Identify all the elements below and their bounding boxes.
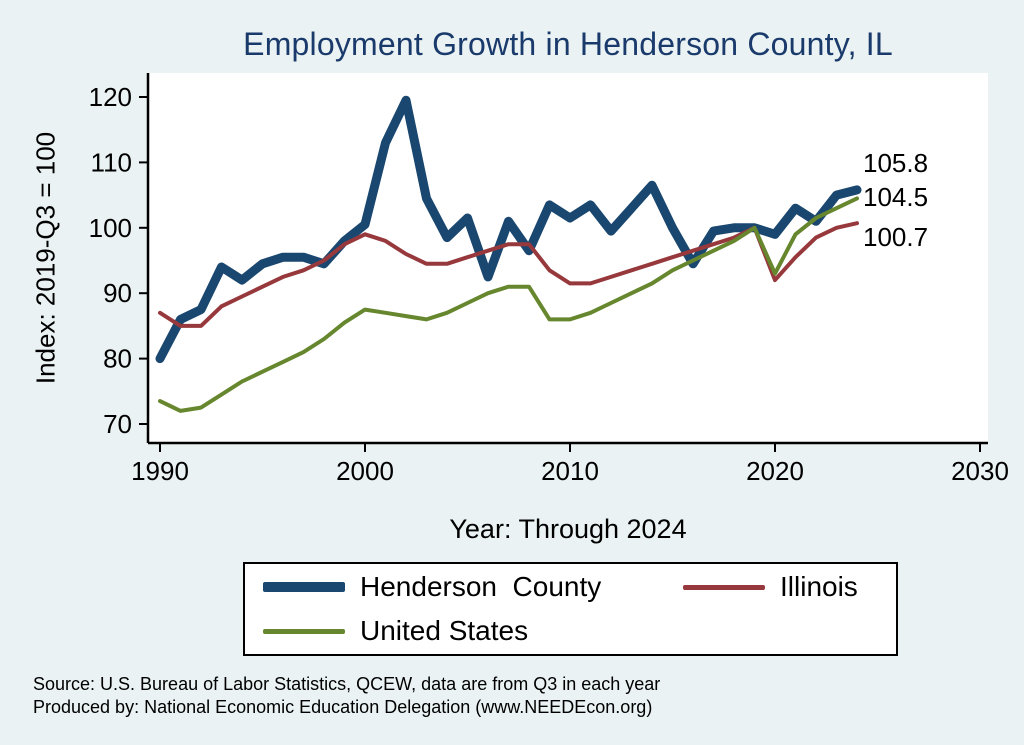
source-note: Source: U.S. Bureau of Labor Statistics,… (33, 674, 661, 694)
legend-entry-henderson-county: Henderson County (263, 571, 683, 603)
legend-label-united-states: United States (360, 615, 529, 646)
y-tick-label: 80 (103, 344, 132, 374)
y-tick-label: 110 (91, 147, 132, 177)
x-tick-label: 2020 (746, 456, 804, 486)
x-tick-label: 2000 (336, 456, 394, 486)
chart-title: Employment Growth in Henderson County, I… (243, 26, 893, 62)
legend: Henderson County Illinois United States (243, 562, 898, 656)
series-line-united-states (158, 196, 859, 413)
illinois-line-swatch (683, 584, 765, 590)
henderson-county-line-swatch (263, 582, 345, 592)
legend-entry-united-states: United States (263, 615, 683, 647)
producer-note: Produced by: National Economic Education… (33, 697, 653, 717)
end-value-label: 100.7 (863, 222, 928, 252)
x-axis-title: Year: Through 2024 (449, 514, 687, 544)
x-tick-label: 2010 (541, 456, 599, 486)
legend-label-henderson-county: Henderson County (360, 571, 602, 602)
end-value-label: 105.8 (863, 148, 928, 178)
x-tick-label: 2030 (951, 456, 1009, 486)
united-states-line-swatch (263, 628, 345, 634)
y-tick-label: 70 (103, 409, 132, 439)
legend-label-illinois: Illinois (780, 571, 858, 602)
series-line-henderson-county (155, 95, 862, 364)
end-value-label: 104.5 (863, 182, 928, 212)
y-tick-label: 100 (89, 213, 132, 243)
x-tick-label: 1990 (131, 456, 189, 486)
y-axis-title: Index: 2019-Q3 = 100 (30, 131, 61, 385)
y-tick-label: 90 (103, 278, 132, 308)
legend-entry-illinois: Illinois (683, 571, 896, 603)
y-tick-label: 120 (89, 82, 132, 112)
